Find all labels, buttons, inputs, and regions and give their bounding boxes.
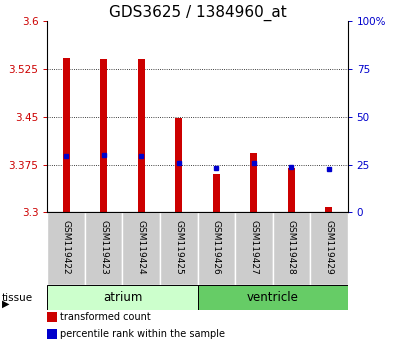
Text: GSM119429: GSM119429 [324,220,333,275]
Bar [47,285,198,310]
Text: percentile rank within the sample: percentile rank within the sample [60,329,226,339]
Bar [273,212,310,285]
Bar [198,285,348,310]
Bar [47,212,85,285]
Text: GSM119423: GSM119423 [99,220,108,275]
Bar [138,59,145,212]
Bar [100,59,107,212]
Text: GSM119425: GSM119425 [174,220,183,275]
Text: ventricle: ventricle [246,291,299,304]
Bar [175,118,182,212]
Bar [310,212,348,285]
Text: GSM119428: GSM119428 [287,220,296,275]
Bar [213,174,220,212]
Text: transformed count: transformed count [60,312,151,322]
Title: GDS3625 / 1384960_at: GDS3625 / 1384960_at [109,5,286,21]
Bar [122,212,160,285]
Text: GSM119424: GSM119424 [137,220,146,275]
Bar [160,212,198,285]
Text: GSM119426: GSM119426 [212,220,221,275]
Bar [325,207,332,212]
Text: GSM119427: GSM119427 [249,220,258,275]
Text: atrium: atrium [103,291,142,304]
Bar [63,58,70,212]
Text: ▶: ▶ [2,299,9,309]
Bar [235,212,273,285]
Bar [288,168,295,212]
Text: tissue: tissue [2,293,33,303]
Bar [250,153,257,212]
Text: GSM119422: GSM119422 [62,220,71,275]
Bar [198,212,235,285]
Bar [85,212,122,285]
